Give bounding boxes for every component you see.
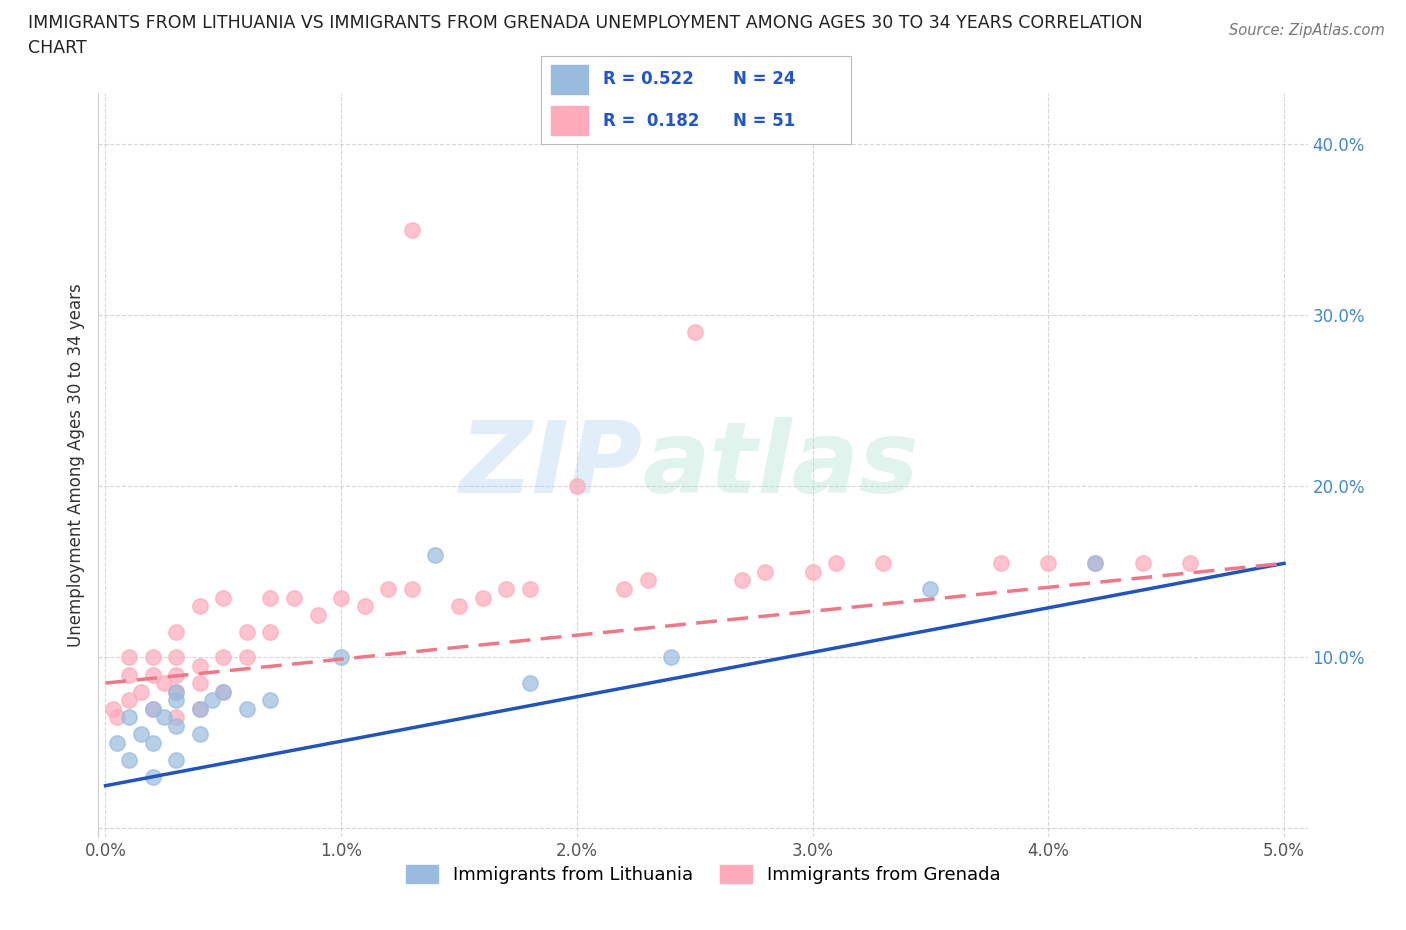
Point bbox=[165, 752, 187, 767]
Point bbox=[188, 701, 211, 716]
Point bbox=[188, 701, 211, 716]
Text: Source: ZipAtlas.com: Source: ZipAtlas.com bbox=[1229, 23, 1385, 38]
Point bbox=[1084, 556, 1107, 571]
Point bbox=[236, 650, 259, 665]
Point bbox=[259, 624, 281, 639]
Point bbox=[801, 565, 824, 579]
Point bbox=[236, 624, 259, 639]
FancyBboxPatch shape bbox=[551, 106, 588, 136]
Point bbox=[401, 581, 423, 596]
Point bbox=[920, 581, 942, 596]
Point bbox=[118, 752, 141, 767]
Text: R =  0.182: R = 0.182 bbox=[603, 112, 700, 130]
Point bbox=[212, 591, 235, 605]
Point bbox=[142, 736, 165, 751]
Legend: Immigrants from Lithuania, Immigrants from Grenada: Immigrants from Lithuania, Immigrants fr… bbox=[398, 857, 1008, 891]
Point bbox=[105, 710, 128, 724]
Point bbox=[118, 667, 141, 682]
Point bbox=[637, 573, 659, 588]
Point bbox=[118, 650, 141, 665]
Point bbox=[236, 701, 259, 716]
Point bbox=[165, 718, 187, 733]
Point bbox=[825, 556, 848, 571]
Point bbox=[307, 607, 329, 622]
Point bbox=[565, 479, 588, 494]
Point bbox=[142, 701, 165, 716]
Point bbox=[519, 675, 541, 690]
Point bbox=[101, 701, 124, 716]
Point bbox=[129, 727, 152, 742]
Point bbox=[519, 581, 541, 596]
Text: ZIP: ZIP bbox=[460, 417, 643, 513]
Point bbox=[129, 684, 152, 699]
Text: N = 51: N = 51 bbox=[733, 112, 796, 130]
Text: atlas: atlas bbox=[643, 417, 920, 513]
Point bbox=[153, 710, 176, 724]
Point bbox=[425, 548, 447, 563]
Point bbox=[377, 581, 399, 596]
Point bbox=[330, 591, 353, 605]
Point bbox=[142, 667, 165, 682]
Point bbox=[142, 770, 165, 785]
Point bbox=[495, 581, 517, 596]
Point bbox=[447, 599, 470, 614]
Point bbox=[165, 667, 187, 682]
Point bbox=[118, 693, 141, 708]
Point bbox=[188, 599, 211, 614]
Point bbox=[165, 684, 187, 699]
Text: N = 24: N = 24 bbox=[733, 70, 796, 88]
Point bbox=[471, 591, 494, 605]
Point bbox=[1038, 556, 1060, 571]
Point bbox=[1178, 556, 1201, 571]
Y-axis label: Unemployment Among Ages 30 to 34 years: Unemployment Among Ages 30 to 34 years bbox=[66, 283, 84, 647]
Point bbox=[188, 675, 211, 690]
FancyBboxPatch shape bbox=[551, 65, 588, 94]
Point bbox=[754, 565, 776, 579]
Point bbox=[165, 710, 187, 724]
Point bbox=[659, 650, 682, 665]
Point bbox=[731, 573, 754, 588]
Point bbox=[200, 693, 222, 708]
Point bbox=[259, 591, 281, 605]
Point bbox=[105, 736, 128, 751]
Point bbox=[353, 599, 375, 614]
Text: R = 0.522: R = 0.522 bbox=[603, 70, 695, 88]
Point bbox=[165, 693, 187, 708]
Point bbox=[212, 684, 235, 699]
Point bbox=[330, 650, 353, 665]
Point bbox=[142, 701, 165, 716]
Point bbox=[165, 684, 187, 699]
Point bbox=[283, 591, 305, 605]
Point bbox=[153, 675, 176, 690]
Point bbox=[401, 222, 423, 237]
Point bbox=[990, 556, 1012, 571]
Text: CHART: CHART bbox=[28, 39, 87, 57]
Point bbox=[212, 650, 235, 665]
Point bbox=[165, 650, 187, 665]
Point bbox=[683, 325, 706, 339]
Point bbox=[1132, 556, 1154, 571]
Point bbox=[188, 658, 211, 673]
Point bbox=[259, 693, 281, 708]
Point bbox=[613, 581, 636, 596]
Point bbox=[872, 556, 894, 571]
Point bbox=[212, 684, 235, 699]
Point bbox=[165, 624, 187, 639]
Point bbox=[142, 650, 165, 665]
Point bbox=[118, 710, 141, 724]
Point bbox=[188, 727, 211, 742]
Point bbox=[1084, 556, 1107, 571]
Text: IMMIGRANTS FROM LITHUANIA VS IMMIGRANTS FROM GRENADA UNEMPLOYMENT AMONG AGES 30 : IMMIGRANTS FROM LITHUANIA VS IMMIGRANTS … bbox=[28, 14, 1143, 32]
